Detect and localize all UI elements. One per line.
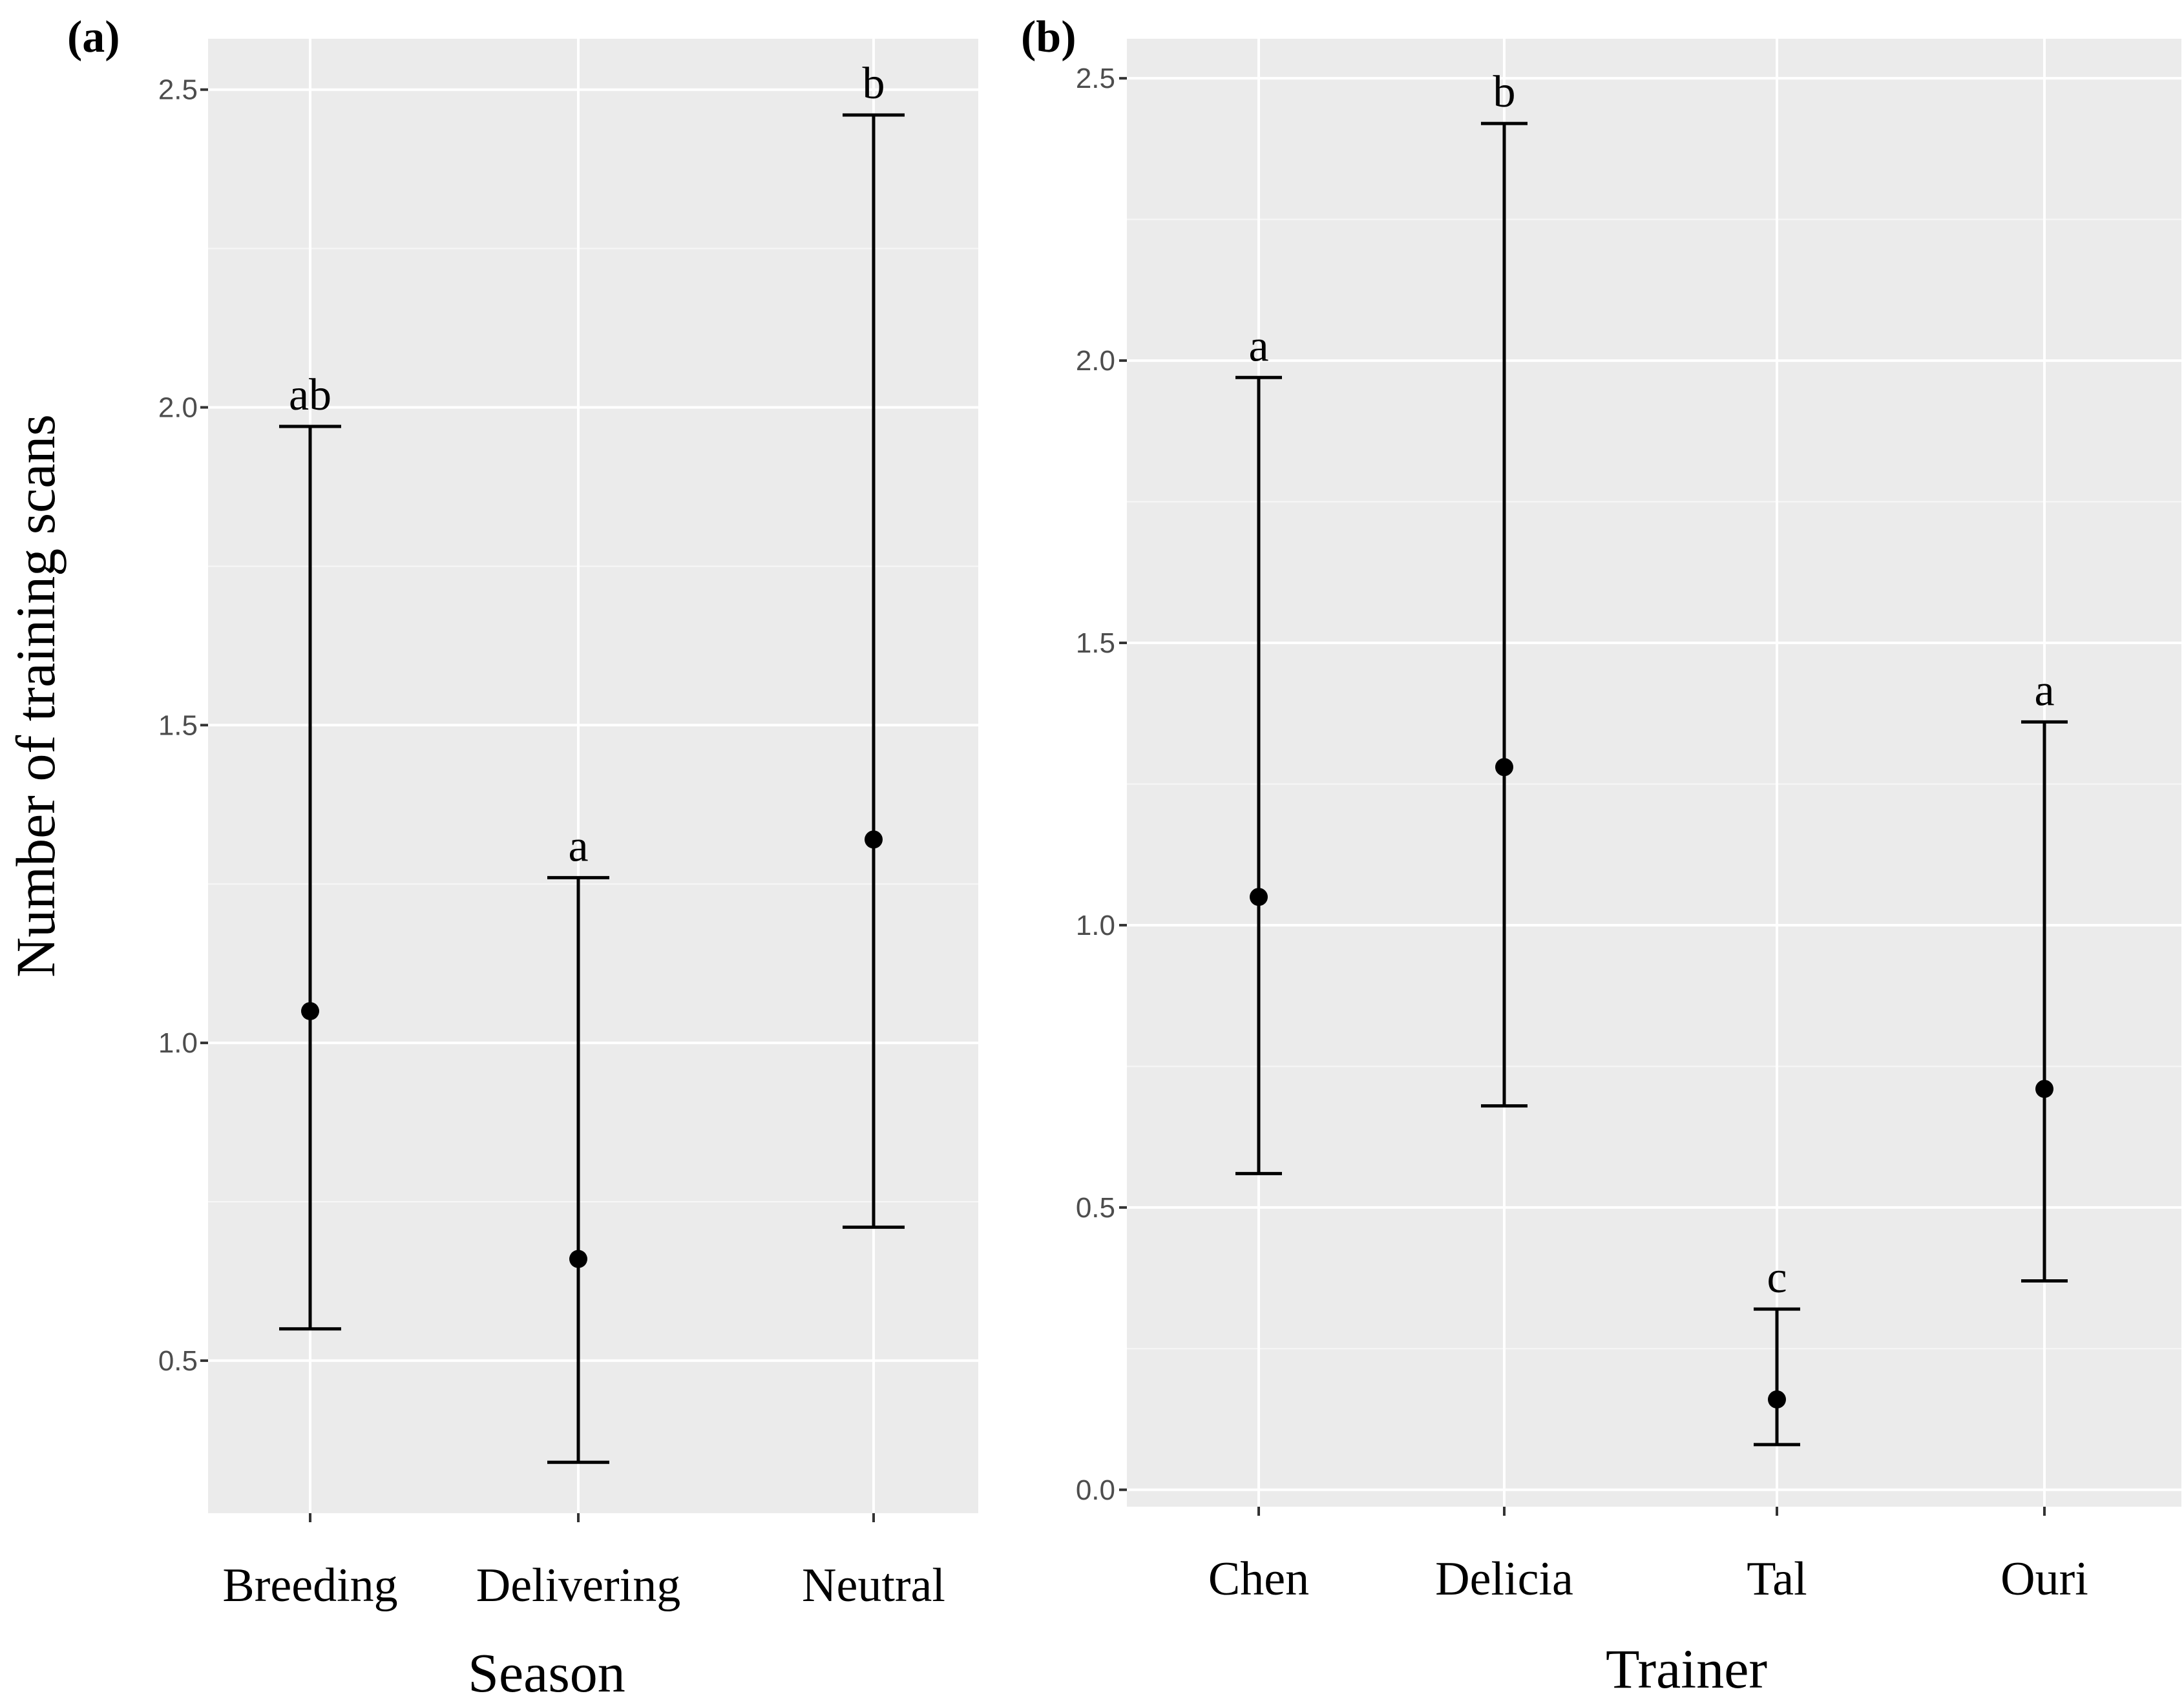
x-category-label-delivering: Delivering [476,1559,680,1612]
panel-b-background [1127,39,2181,1507]
y-tick-label: 0.5 [1076,1192,1115,1224]
panel-b-y-axis: 0.0 0.5 1.0 1.5 2.0 2.5 [1076,63,1127,1506]
panel-a-label: (a) [67,12,120,62]
mean-point-delivering [569,1250,587,1268]
mean-point-chen [1250,888,1268,906]
y-tick-label: 0.5 [158,1345,198,1377]
y-tick-label: 2.0 [158,392,198,424]
x-category-label-delicia: Delicia [1435,1553,1573,1606]
y-tick-label: 2.0 [1076,345,1115,377]
y-tick-label: 2.5 [1076,63,1115,94]
significance-label: a [1248,321,1268,371]
panel-a-x-axis: Breeding Delivering Neutral [222,1513,945,1612]
y-tick-label: 2.5 [158,74,198,106]
y-tick-label: 1.0 [1076,910,1115,941]
panel-a: 0.5 1.0 1.5 2.0 2.5 Breeding Delivering Neutra… [5,12,978,1704]
mean-point-neutral [865,830,883,849]
significance-label: b [1493,67,1516,117]
mean-point-breeding [301,1001,319,1020]
panel-b-x-axis-title: Trainer [1606,1638,1767,1700]
panel-b-label: (b) [1021,12,1076,62]
significance-label: c [1767,1253,1787,1303]
panel-b: 0.0 0.5 1.0 1.5 2.0 2.5 Chen Delicia Tal Ouri a b… [1021,12,2181,1700]
significance-label: ab [289,370,331,420]
significance-label: a [568,821,588,871]
panel-b-x-axis: Chen Delicia Tal Ouri [1208,1507,2088,1606]
panel-a-x-axis-title: Season [468,1642,625,1704]
panel-b-marks: a b c a [1235,67,2068,1447]
mean-point-tal [1768,1390,1786,1409]
y-tick-label: 1.0 [158,1027,198,1059]
x-category-label-chen: Chen [1208,1553,1309,1606]
panel-a-background [208,39,978,1513]
x-category-label-breeding: Breeding [222,1559,397,1612]
y-tick-label: 1.5 [158,709,198,741]
significance-label: a [2034,665,2054,715]
x-category-label-neutral: Neutral [802,1559,945,1612]
y-tick-label: 0.0 [1076,1474,1115,1506]
significance-label: b [863,59,885,109]
x-category-label-tal: Tal [1747,1553,1807,1606]
panel-a-y-axis-title: Number of training scans [5,414,67,978]
y-tick-label: 1.5 [1076,627,1115,659]
mean-point-delicia [1495,758,1513,777]
x-category-label-ouri: Ouri [2000,1553,2088,1606]
mean-point-ouri [2035,1080,2053,1098]
panel-a-y-axis: 0.5 1.0 1.5 2.0 2.5 [158,74,208,1377]
